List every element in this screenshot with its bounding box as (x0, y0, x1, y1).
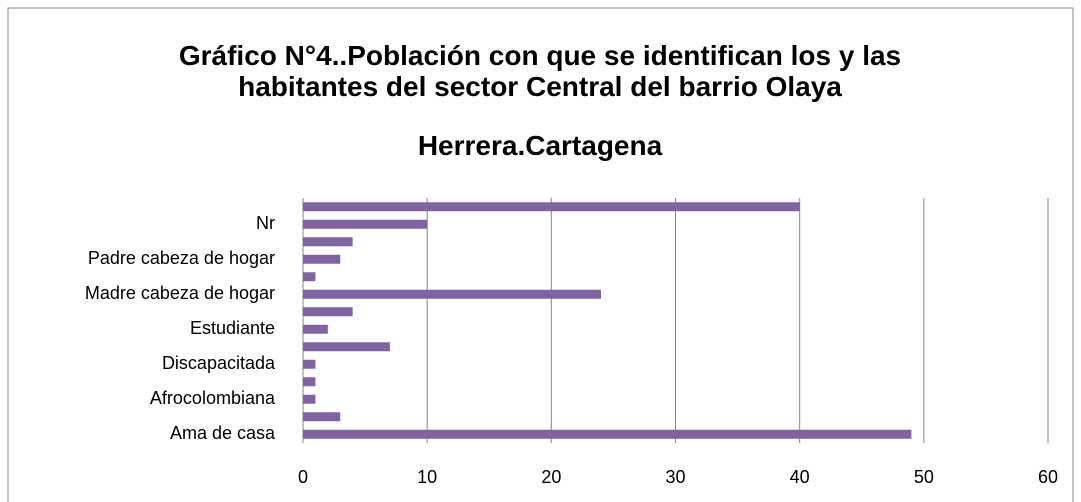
bar (303, 412, 341, 422)
x-tick-label: 0 (298, 467, 308, 487)
x-tick-label: 20 (541, 467, 561, 487)
x-tick-label: 30 (665, 467, 685, 487)
x-tick-label: 10 (417, 467, 437, 487)
y-tick-label: Madre cabeza de hogar (85, 283, 275, 303)
bar (303, 359, 316, 369)
bar (303, 429, 912, 439)
y-tick-label: Ama de casa (170, 423, 276, 443)
bar (303, 219, 428, 229)
y-tick-label: Padre cabeza de hogar (88, 248, 275, 268)
bar (303, 342, 390, 352)
y-tick-label: Discapacitada (162, 353, 276, 373)
y-tick-label: Nr (256, 213, 275, 233)
bar (303, 394, 316, 404)
bar (303, 254, 341, 264)
bar (303, 307, 353, 317)
bar (303, 377, 316, 387)
bar (303, 289, 601, 299)
bar (303, 237, 353, 247)
y-tick-label: Estudiante (190, 318, 275, 338)
bar (303, 272, 316, 282)
y-tick-label: Afrocolombiana (150, 388, 276, 408)
chart-subtitle: Herrera.Cartagena (417, 130, 663, 161)
bar (303, 324, 328, 334)
x-tick-label: 40 (790, 467, 810, 487)
bar (303, 202, 800, 212)
chart-title: Gráfico N°4..Población con que se identi… (178, 40, 902, 102)
x-tick-label: 60 (1038, 467, 1058, 487)
chart-border (7, 7, 1074, 502)
x-tick-label: 50 (914, 467, 934, 487)
